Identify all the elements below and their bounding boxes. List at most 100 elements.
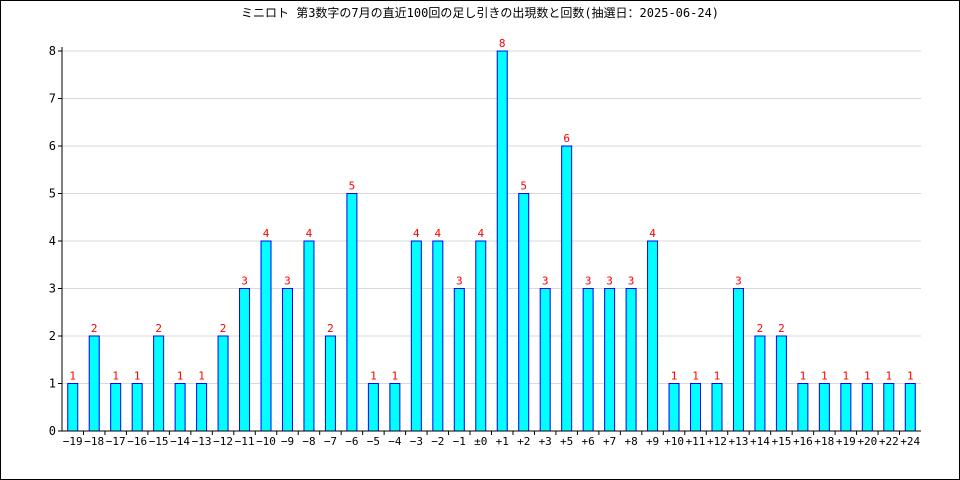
x-tick-label: +20 — [857, 435, 877, 448]
x-tick-label: −15 — [149, 435, 169, 448]
data-label: 5 — [520, 180, 527, 193]
data-label: 1 — [370, 370, 377, 383]
x-tick-label: +5 — [560, 435, 573, 448]
data-labels: 1 2 1 1 2 1 1 2 3 4 3 4 2 5 1 1 4 4 3 4 8 5 3 6 3 3 3 4 1 1 1 3 2 2 1 1 1 1 1 1 — [69, 37, 913, 383]
x-tick-label: −6 — [345, 435, 358, 448]
bar — [690, 383, 702, 432]
x-tick-label: −1 — [453, 435, 466, 448]
bar — [711, 383, 723, 432]
x-tick-label: +8 — [624, 435, 637, 448]
data-label: 2 — [220, 322, 227, 335]
bar — [453, 288, 465, 432]
x-tick-label: −7 — [324, 435, 337, 448]
bar — [625, 288, 637, 432]
data-label: 4 — [306, 227, 313, 240]
x-tick-label: +14 — [750, 435, 770, 448]
x-tick-label: +13 — [729, 435, 749, 448]
y-tick-labels: 0 1 2 3 4 5 6 7 8 — [49, 44, 56, 438]
bar — [324, 335, 336, 432]
bar — [539, 288, 551, 432]
bar — [153, 335, 165, 432]
bar — [518, 193, 530, 432]
y-tick-label: 7 — [49, 92, 56, 106]
data-label: 3 — [628, 275, 635, 288]
x-tick-label: +7 — [603, 435, 616, 448]
bar — [840, 383, 852, 432]
data-label: 3 — [735, 275, 742, 288]
data-label: 2 — [155, 322, 162, 335]
x-tick-label: −9 — [281, 435, 294, 448]
data-label: 3 — [456, 275, 463, 288]
data-label: 2 — [778, 322, 785, 335]
data-label: 4 — [413, 227, 420, 240]
data-label: 1 — [800, 370, 807, 383]
data-label: 2 — [91, 322, 98, 335]
bar — [818, 383, 830, 432]
bar — [861, 383, 873, 432]
x-tick-label: +18 — [814, 435, 834, 448]
grid — [62, 50, 921, 384]
x-tick-label: +11 — [686, 435, 706, 448]
x-tick-label: +22 — [879, 435, 899, 448]
y-tick-label: 0 — [49, 424, 56, 438]
x-tick-label: −8 — [302, 435, 315, 448]
x-tick-label: −14 — [170, 435, 190, 448]
x-tick-label: +15 — [771, 435, 791, 448]
bar — [389, 383, 401, 432]
x-tick-label: +16 — [793, 435, 813, 448]
bar — [346, 193, 358, 432]
x-tick-label: −13 — [192, 435, 212, 448]
data-label: 3 — [606, 275, 613, 288]
data-label: 1 — [134, 370, 141, 383]
bar — [110, 383, 122, 432]
x-tick-labels: −19 −18 −17 −16 −15 −14 −13 −12 −11 −10 −9 −8 −7 −6 −5… — [63, 435, 921, 448]
data-label: 1 — [692, 370, 699, 383]
x-tick-label: −10 — [256, 435, 276, 448]
x-tick-label: +6 — [582, 435, 595, 448]
data-label: 3 — [241, 275, 248, 288]
data-label: 8 — [499, 37, 506, 50]
bar — [732, 288, 744, 432]
bar — [754, 335, 766, 432]
data-label: 2 — [327, 322, 334, 335]
x-tick-label: +12 — [707, 435, 727, 448]
bar — [239, 288, 251, 432]
bar — [196, 383, 208, 432]
y-tick-label: 4 — [49, 234, 56, 248]
bar — [260, 240, 272, 432]
bar — [281, 288, 293, 432]
data-label: 3 — [585, 275, 592, 288]
y-tick-label: 6 — [49, 139, 56, 153]
bar — [410, 240, 422, 432]
y-tick-label: 5 — [49, 187, 56, 201]
axes — [58, 47, 921, 435]
x-tick-label: −16 — [127, 435, 147, 448]
x-tick-label: +2 — [517, 435, 530, 448]
x-tick-label: −4 — [388, 435, 402, 448]
data-label: 1 — [714, 370, 721, 383]
data-label: 1 — [177, 370, 184, 383]
y-tick-label: 3 — [49, 282, 56, 296]
bar — [647, 240, 659, 432]
data-label: 4 — [435, 227, 442, 240]
bar — [883, 383, 895, 432]
x-tick-label: +19 — [836, 435, 856, 448]
data-label: 1 — [671, 370, 678, 383]
data-label: 4 — [263, 227, 270, 240]
x-tick-label: −5 — [367, 435, 380, 448]
data-label: 1 — [885, 370, 892, 383]
x-tick-label: −11 — [235, 435, 255, 448]
x-tick-label: −19 — [63, 435, 83, 448]
bar — [217, 335, 229, 432]
x-tick-label: +10 — [664, 435, 684, 448]
x-tick-label: −3 — [410, 435, 423, 448]
data-label: 4 — [477, 227, 484, 240]
bar — [561, 145, 573, 432]
bar — [367, 383, 379, 432]
x-tick-label: +3 — [539, 435, 552, 448]
data-label: 1 — [392, 370, 399, 383]
x-tick-label: +24 — [900, 435, 920, 448]
chart-title: ミニロト 第3数字の7月の直近100回の足し引きの出現数と回数(抽選日：2025… — [241, 5, 719, 20]
bar — [303, 240, 315, 432]
